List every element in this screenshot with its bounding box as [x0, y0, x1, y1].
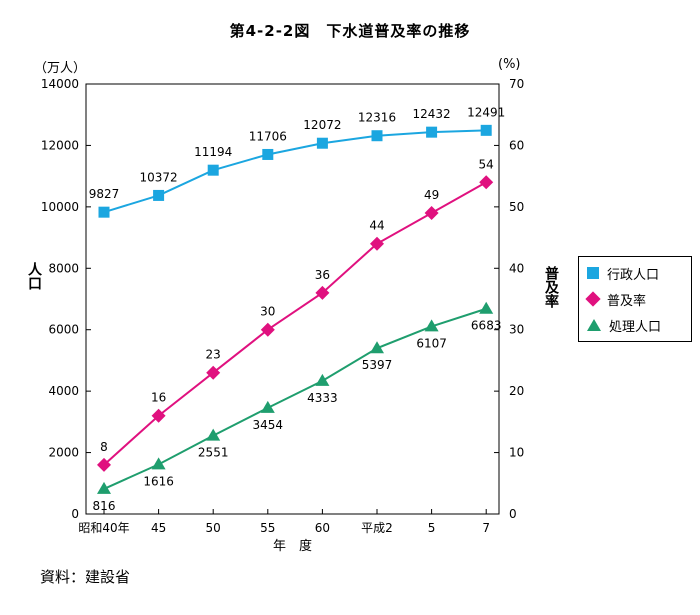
right-tick-label: 20 [509, 384, 524, 398]
data-label: 9827 [89, 187, 120, 201]
series-marker [315, 285, 330, 300]
data-label: 12432 [413, 107, 451, 121]
series-marker [424, 206, 439, 220]
series-marker [316, 137, 328, 149]
series-marker [97, 481, 111, 494]
right-tick-label: 40 [509, 261, 524, 275]
data-label: 4333 [307, 391, 338, 405]
legend-label-rate: 普及率 [607, 293, 647, 309]
data-label: 54 [479, 157, 494, 171]
left-tick-label: 8000 [48, 261, 79, 275]
x-tick-label: 60 [315, 521, 330, 535]
left-axis-label: 人口 [26, 262, 42, 290]
series-marker [424, 319, 439, 332]
data-label: 10372 [140, 170, 178, 184]
data-label: 12491 [467, 105, 505, 119]
plot-frame [85, 83, 500, 515]
chart-title: 第4-2-2図 下水道普及率の推移 [229, 22, 471, 40]
series-line [103, 307, 487, 490]
right-axis-label: 普及率 [543, 266, 559, 308]
legend-diamond-marker [585, 291, 601, 307]
series-marker [151, 408, 166, 423]
series-marker [206, 365, 221, 380]
series-marker [371, 130, 383, 142]
series-line [103, 181, 487, 466]
right-tick-label: 70 [509, 77, 524, 91]
legend-item-rate: 普及率 [585, 289, 647, 309]
series-marker [480, 124, 492, 136]
legend-item-admin: 行政人口 [587, 263, 659, 283]
data-label: 8 [100, 440, 108, 454]
legend-square-marker [587, 267, 599, 279]
left-tick-label: 0 [71, 507, 79, 521]
data-label: 3454 [253, 418, 284, 432]
right-tick-label: 0 [509, 507, 517, 521]
x-axis-label: 年 度 [273, 538, 312, 554]
data-label: 11706 [249, 129, 287, 143]
x-tick-label: 45 [151, 521, 166, 535]
right-tick-label: 50 [509, 200, 524, 214]
series-marker [426, 126, 438, 138]
series-marker [370, 341, 384, 354]
legend-triangle-marker [587, 319, 601, 331]
series-marker [98, 206, 110, 218]
x-tick-label: 7 [482, 521, 490, 535]
data-label: 11194 [194, 145, 232, 159]
left-tick-label: 10000 [41, 200, 79, 214]
x-tick-label: 平成2 [361, 521, 393, 535]
data-label: 36 [315, 268, 330, 282]
source-note: 資料：建設省 [40, 568, 131, 586]
series-marker [262, 148, 274, 160]
legend-item-served: 処理人口 [587, 315, 661, 335]
x-tick-label: 50 [206, 521, 221, 535]
series-marker [151, 457, 166, 470]
left-tick-label: 4000 [48, 384, 79, 398]
legend-label-admin: 行政人口 [607, 267, 660, 283]
legend-label-served: 処理人口 [609, 319, 662, 335]
data-label: 6683 [471, 319, 502, 333]
series-line [103, 129, 487, 214]
data-label: 5397 [362, 358, 393, 372]
x-tick-label: 昭和40年 [78, 521, 129, 535]
data-label: 12072 [303, 118, 341, 132]
data-label: 44 [369, 219, 384, 233]
series-marker [207, 164, 219, 176]
x-tick-label: 55 [260, 521, 275, 535]
chart-legend: 行政人口 普及率 処理人口 [578, 256, 692, 342]
series-marker [260, 400, 275, 413]
right-tick-label: 60 [509, 138, 524, 152]
right-axis-unit: (%) [498, 57, 521, 72]
series-marker [370, 236, 384, 251]
series-marker [479, 175, 494, 190]
series-marker [153, 189, 165, 201]
data-label: 6107 [416, 336, 447, 350]
series-marker [479, 301, 494, 314]
data-label: 1616 [143, 474, 174, 488]
series-marker [206, 428, 221, 441]
series-marker [97, 457, 111, 472]
left-tick-label: 12000 [41, 138, 79, 152]
right-tick-label: 30 [509, 323, 524, 337]
right-tick-label: 10 [509, 446, 524, 460]
data-label: 816 [93, 499, 116, 513]
left-tick-label: 2000 [48, 446, 79, 460]
series-marker [260, 322, 275, 337]
data-label: 16 [151, 391, 166, 405]
left-tick-label: 14000 [41, 77, 79, 91]
data-label: 30 [260, 305, 275, 319]
data-label: 12316 [358, 111, 396, 125]
data-label: 49 [424, 188, 439, 202]
series-marker [315, 373, 330, 386]
x-tick-label: 5 [428, 521, 436, 535]
data-label: 2551 [198, 446, 229, 460]
left-tick-label: 6000 [48, 323, 79, 337]
data-label: 23 [206, 348, 221, 362]
left-axis-unit: （万人） [34, 61, 87, 76]
